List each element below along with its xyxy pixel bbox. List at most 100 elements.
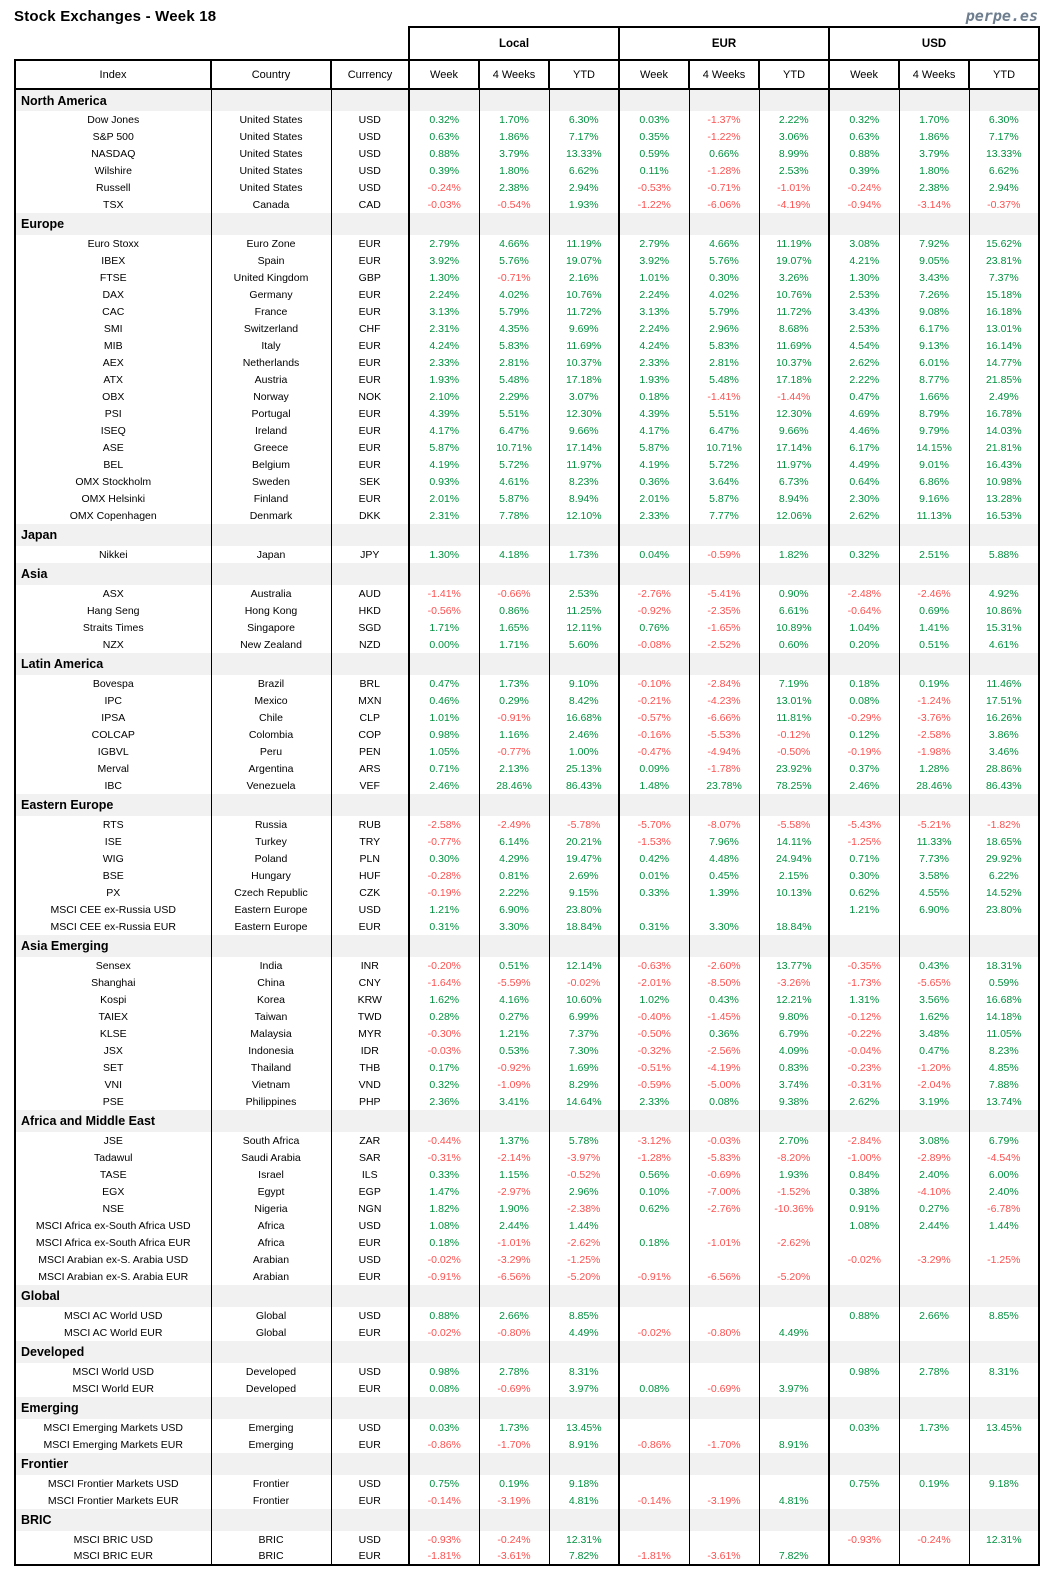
value-cell: 0.51%: [478, 957, 549, 974]
table-row: SET Thailand THB 0.17% -0.92% 1.69% -0.51% -4.1…: [14, 1059, 1041, 1076]
value-cell: -2.97%: [478, 1183, 549, 1200]
section-cell: [968, 1453, 1041, 1475]
section-cell: [548, 1453, 620, 1475]
currency-cell: EGP: [330, 1183, 409, 1200]
value-cell: 8.23%: [968, 1042, 1041, 1059]
value-cell: -0.12%: [758, 726, 830, 743]
table-row: MSCI World EUR Developed EUR 0.08% -0.69% 3.9…: [14, 1380, 1041, 1397]
value-cell: 17.18%: [758, 371, 830, 388]
section-cell: [210, 1110, 331, 1132]
value-cell: -2.52%: [688, 636, 760, 653]
section-cell: [408, 1110, 479, 1132]
value-cell: 14.18%: [968, 1008, 1041, 1025]
value-cell: 0.62%: [618, 1200, 690, 1217]
section-cell: [618, 563, 690, 585]
country-cell: United States: [210, 162, 331, 179]
value-cell: 9.18%: [548, 1475, 620, 1492]
value-cell: 0.27%: [478, 1008, 549, 1025]
value-cell: 0.30%: [688, 269, 760, 286]
section-cell: [828, 213, 900, 235]
value-cell: 2.22%: [478, 884, 549, 901]
value-cell: 11.97%: [548, 456, 620, 473]
currency-cell: EUR: [330, 354, 409, 371]
value-cell: 13.01%: [758, 692, 830, 709]
value-cell: -0.30%: [408, 1025, 479, 1042]
value-cell: 2.94%: [968, 179, 1041, 196]
value-cell: -2.49%: [478, 816, 549, 833]
value-cell: 0.88%: [828, 145, 900, 162]
col-header-usd-ytd: YTD: [968, 59, 1041, 90]
value-cell: 2.78%: [898, 1363, 970, 1380]
index-cell: IBEX: [14, 252, 211, 269]
table-row: Nikkei Japan JPY 1.30% 4.18% 1.73% 0.04% -0.59%…: [14, 546, 1041, 563]
value-cell: 11.19%: [758, 235, 830, 252]
table-row: JSX Indonesia IDR -0.03% 0.53% 7.30% -0.32% -2.…: [14, 1042, 1041, 1059]
brand-link[interactable]: perpe.es: [965, 7, 1038, 25]
index-cell: Wilshire: [14, 162, 211, 179]
value-cell: 0.84%: [828, 1166, 900, 1183]
section-cell: [478, 89, 549, 111]
section-cell: [968, 524, 1041, 546]
section-cell: [478, 1397, 549, 1419]
section-cell: [688, 935, 760, 957]
value-cell: 6.61%: [758, 602, 830, 619]
table-row: JSE South Africa ZAR -0.44% 1.37% 5.78% -3.12%…: [14, 1132, 1041, 1149]
value-cell: 0.00%: [408, 636, 479, 653]
value-cell: 4.66%: [688, 235, 760, 252]
section-cell: [688, 563, 760, 585]
value-cell: -6.78%: [968, 1200, 1041, 1217]
value-cell: -1.45%: [688, 1008, 760, 1025]
value-cell: -3.14%: [898, 196, 970, 213]
value-cell: 1.65%: [478, 619, 549, 636]
section-cell: [478, 213, 549, 235]
value-cell: -6.06%: [688, 196, 760, 213]
value-cell: -3.29%: [898, 1251, 970, 1268]
table-row: TAIEX Taiwan TWD 0.28% 0.27% 6.99% -0.40% -1.45…: [14, 1008, 1041, 1025]
country-cell: Sweden: [210, 473, 331, 490]
value-cell: 7.73%: [898, 850, 970, 867]
value-cell: [898, 1324, 970, 1341]
section-cell: [898, 1285, 970, 1307]
index-cell: OMX Stockholm: [14, 473, 211, 490]
index-cell: BSE: [14, 867, 211, 884]
value-cell: 0.39%: [408, 162, 479, 179]
section-cell: [408, 524, 479, 546]
value-cell: 2.40%: [968, 1183, 1041, 1200]
section-cell: [408, 1397, 479, 1419]
country-cell: Germany: [210, 286, 331, 303]
country-cell: Frontier: [210, 1492, 331, 1509]
value-cell: 4.49%: [828, 456, 900, 473]
value-cell: 1.73%: [898, 1419, 970, 1436]
value-cell: -0.19%: [408, 884, 479, 901]
value-cell: 9.01%: [898, 456, 970, 473]
currency-cell: DKK: [330, 507, 409, 524]
value-cell: 1.73%: [548, 546, 620, 563]
section-cell: [758, 89, 830, 111]
value-cell: 1.08%: [408, 1217, 479, 1234]
index-cell: MSCI World EUR: [14, 1380, 211, 1397]
currency-cell: USD: [330, 1419, 409, 1436]
value-cell: -0.08%: [618, 636, 690, 653]
section-cell: [688, 794, 760, 816]
index-cell: OMX Helsinki: [14, 490, 211, 507]
value-cell: 12.30%: [548, 405, 620, 422]
section-cell: [898, 1341, 970, 1363]
table-row: ISEQ Ireland EUR 4.17% 6.47% 9.66% 4.17% 6.47% 9…: [14, 422, 1041, 439]
country-cell: India: [210, 957, 331, 974]
value-cell: 6.14%: [478, 833, 549, 850]
value-cell: 4.17%: [408, 422, 479, 439]
value-cell: 11.69%: [758, 337, 830, 354]
currency-cell: EUR: [330, 252, 409, 269]
col-header-currency: Currency: [330, 59, 410, 90]
currency-cell: SGD: [330, 619, 409, 636]
value-cell: 0.03%: [408, 1419, 479, 1436]
value-cell: 7.82%: [548, 1548, 620, 1566]
value-cell: 3.79%: [898, 145, 970, 162]
group-header-eur: EUR: [618, 26, 831, 61]
section-cell: [210, 1285, 331, 1307]
value-cell: 0.56%: [618, 1166, 690, 1183]
value-cell: 0.98%: [828, 1363, 900, 1380]
value-cell: 7.88%: [968, 1076, 1041, 1093]
currency-cell: VND: [330, 1076, 409, 1093]
value-cell: 5.72%: [478, 456, 549, 473]
